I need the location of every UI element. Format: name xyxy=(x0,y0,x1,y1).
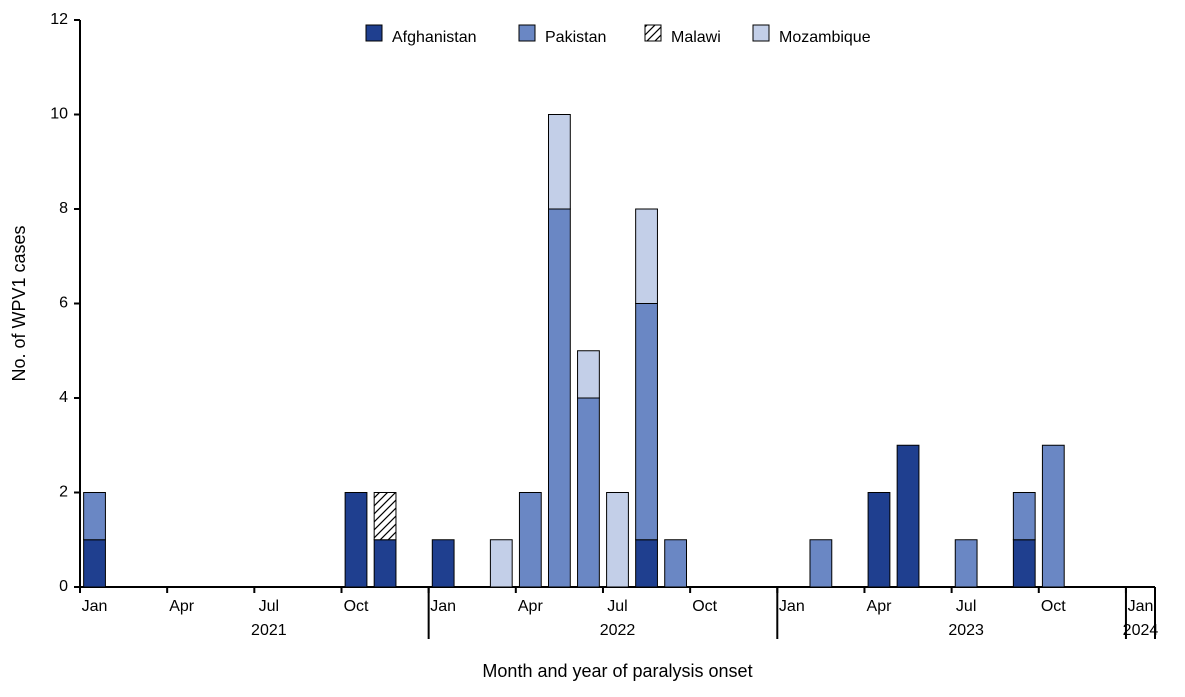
y-tick-label: 2 xyxy=(59,484,68,501)
x-tick-label: Jan xyxy=(1128,598,1154,615)
bar-pakistan xyxy=(1013,493,1035,540)
x-tick-label: Oct xyxy=(1041,598,1066,615)
bar-afghanistan xyxy=(1013,540,1035,587)
bar-mozambique xyxy=(578,351,600,398)
legend-label: Afghanistan xyxy=(392,29,477,46)
bar-afghanistan xyxy=(432,540,454,587)
bar-pakistan xyxy=(665,540,687,587)
x-tick-label: Jul xyxy=(259,598,279,615)
bar-pakistan xyxy=(84,493,106,540)
bar-afghanistan xyxy=(868,493,890,588)
bar-mozambique xyxy=(490,540,512,587)
y-tick-label: 0 xyxy=(59,578,68,595)
chart-container: 0 2 4 6 8 10 12 No. of WPV1 cases Jan Apr Jul Oct Ja… xyxy=(0,0,1185,697)
bar-malawi xyxy=(374,493,396,540)
x-tick-label: Jan xyxy=(430,598,456,615)
legend-label: Pakistan xyxy=(545,29,606,46)
bar-pakistan xyxy=(955,540,977,587)
x-tick-label: Oct xyxy=(692,598,717,615)
x-tick-label: Jul xyxy=(956,598,976,615)
bar-pakistan xyxy=(1042,445,1064,587)
y-axis-label: No. of WPV1 cases xyxy=(9,225,29,381)
x-tick-label: Jan xyxy=(779,598,805,615)
y-tick-label: 6 xyxy=(59,295,68,312)
year-label: 2021 xyxy=(251,622,287,639)
legend-item: Pakistan xyxy=(519,25,606,46)
legend-label: Malawi xyxy=(671,29,721,46)
legend-swatch xyxy=(366,25,382,41)
y-tick-label: 10 xyxy=(50,106,68,123)
y-tick-label: 4 xyxy=(59,389,68,406)
legend-item: Afghanistan xyxy=(366,25,477,46)
year-label: 2022 xyxy=(600,622,636,639)
y-tick-label: 8 xyxy=(59,200,68,217)
x-tick-label: Jan xyxy=(82,598,108,615)
legend-swatch xyxy=(753,25,769,41)
bar-afghanistan xyxy=(636,540,658,587)
legend-swatch xyxy=(645,25,661,41)
x-tick-label: Apr xyxy=(169,598,195,615)
x-tick-label: Jul xyxy=(607,598,627,615)
x-tick-label: Apr xyxy=(867,598,893,615)
bar-pakistan xyxy=(578,398,600,587)
bar-pakistan xyxy=(519,493,541,588)
y-tick-label: 12 xyxy=(50,11,68,28)
legend-item: Malawi xyxy=(645,25,721,46)
legend-swatch xyxy=(519,25,535,41)
bar-pakistan xyxy=(636,304,658,540)
bar-afghanistan xyxy=(345,493,367,588)
bar-afghanistan xyxy=(84,540,106,587)
bar-pakistan xyxy=(548,209,570,587)
bar-pakistan xyxy=(810,540,832,587)
bar-afghanistan xyxy=(374,540,396,587)
x-axis-label: Month and year of paralysis onset xyxy=(482,661,752,681)
bar-afghanistan xyxy=(897,445,919,587)
x-tick-label: Oct xyxy=(344,598,369,615)
legend-label: Mozambique xyxy=(779,29,871,46)
year-label: 2024 xyxy=(1123,622,1159,639)
bar-mozambique xyxy=(548,115,570,210)
wpv1-cases-chart: 0 2 4 6 8 10 12 No. of WPV1 cases Jan Apr Jul Oct Ja… xyxy=(0,0,1185,697)
bar-mozambique xyxy=(636,209,658,304)
year-label: 2023 xyxy=(948,622,984,639)
bar-mozambique xyxy=(607,493,629,588)
legend-item: Mozambique xyxy=(753,25,871,46)
x-tick-label: Apr xyxy=(518,598,544,615)
